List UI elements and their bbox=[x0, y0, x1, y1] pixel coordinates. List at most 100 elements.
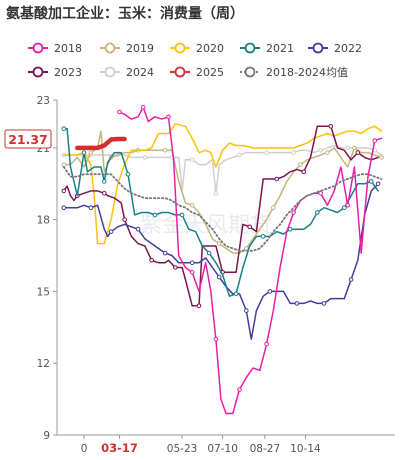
data-point bbox=[271, 205, 276, 210]
data-point bbox=[142, 155, 148, 160]
x-tick-label-current: 03-17 bbox=[101, 441, 138, 455]
data-point bbox=[345, 203, 351, 208]
data-point bbox=[135, 226, 141, 232]
series-line-2022 bbox=[63, 183, 379, 341]
data-point bbox=[379, 155, 384, 160]
legend-item-2018[interactable]: 2018 bbox=[28, 42, 82, 55]
series-line-2018-2024 bbox=[62, 166, 383, 252]
data-point bbox=[260, 234, 266, 239]
series-2023 bbox=[61, 124, 379, 309]
data-point bbox=[355, 150, 361, 155]
data-point bbox=[117, 109, 122, 115]
data-point bbox=[372, 138, 378, 143]
series-line-2021 bbox=[63, 127, 379, 297]
y-tick-label: 12 bbox=[37, 358, 50, 370]
data-point bbox=[189, 203, 195, 208]
data-point bbox=[294, 301, 300, 306]
series-line-2018 bbox=[118, 106, 383, 415]
legend[interactable]: 2018 2019 2020 2021 2022 2023 2024 2025 2018-202… bbox=[28, 42, 362, 79]
legend-marker bbox=[244, 66, 256, 78]
data-point bbox=[318, 148, 323, 153]
data-point bbox=[321, 301, 327, 306]
data-point bbox=[173, 265, 178, 270]
legend-item-2024[interactable]: 2024 bbox=[100, 66, 154, 79]
series-2025 bbox=[75, 136, 127, 151]
data-point bbox=[102, 179, 107, 184]
data-point bbox=[287, 226, 293, 232]
data-point bbox=[140, 104, 146, 110]
data-point bbox=[237, 152, 242, 158]
data-point bbox=[264, 150, 269, 155]
data-point bbox=[149, 258, 154, 263]
latest-value-label: 21.37 bbox=[8, 132, 48, 147]
data-point bbox=[244, 308, 249, 313]
legend-item-2025[interactable]: 2025 bbox=[170, 66, 224, 79]
data-point bbox=[122, 217, 127, 222]
data-point bbox=[61, 188, 67, 194]
legend-label: 2018-2024均值 bbox=[266, 66, 348, 79]
data-point bbox=[369, 179, 374, 184]
data-point bbox=[352, 145, 357, 151]
x-tick-label: 05-23 bbox=[167, 443, 198, 455]
legend-item-2023[interactable]: 2023 bbox=[28, 66, 82, 79]
legend-marker bbox=[104, 66, 116, 78]
x-tick-label: 07-10 bbox=[207, 443, 238, 455]
data-point bbox=[88, 205, 94, 210]
legend-item-2022[interactable]: 2022 bbox=[308, 42, 362, 55]
data-point bbox=[213, 337, 219, 342]
data-point bbox=[264, 341, 269, 347]
data-point bbox=[179, 212, 185, 218]
data-point bbox=[348, 277, 354, 282]
data-point bbox=[166, 114, 171, 120]
data-point bbox=[291, 150, 296, 155]
data-point bbox=[196, 303, 202, 309]
legend-item-2018-2024[interactable]: 2018-2024均值 bbox=[240, 66, 348, 79]
data-point bbox=[108, 229, 114, 234]
data-point bbox=[162, 250, 168, 256]
data-point bbox=[61, 126, 67, 131]
data-point bbox=[318, 191, 323, 196]
latest-value-box bbox=[4, 129, 52, 149]
legend-marker bbox=[32, 42, 44, 54]
legend-label: 2021 bbox=[266, 42, 294, 55]
legend-label: 2018 bbox=[54, 42, 82, 55]
data-point bbox=[189, 157, 195, 163]
data-point bbox=[244, 246, 249, 251]
y-tick-label: 9 bbox=[43, 430, 50, 442]
data-point bbox=[162, 148, 168, 153]
data-point bbox=[189, 260, 195, 266]
legend-item-2021[interactable]: 2021 bbox=[240, 42, 294, 55]
data-point bbox=[291, 210, 296, 215]
series-line-2025 bbox=[75, 136, 127, 151]
data-point bbox=[375, 181, 381, 187]
data-point bbox=[88, 150, 94, 155]
data-point bbox=[216, 274, 222, 280]
legend-marker bbox=[244, 42, 256, 54]
legend-item-2019[interactable]: 2019 bbox=[100, 42, 154, 55]
series-2022 bbox=[61, 181, 381, 341]
data-point bbox=[315, 210, 320, 215]
data-point bbox=[102, 191, 107, 196]
series-2018 bbox=[117, 104, 383, 415]
data-point bbox=[233, 291, 239, 297]
legend-label: 2022 bbox=[334, 42, 362, 55]
x-tick-label: 0 bbox=[81, 443, 88, 455]
legend-marker bbox=[104, 42, 116, 54]
legend-label: 2020 bbox=[196, 42, 224, 55]
data-point bbox=[342, 205, 347, 210]
x-tick-label: 10-14 bbox=[290, 443, 321, 455]
legend-item-2020[interactable]: 2020 bbox=[170, 42, 224, 55]
data-point bbox=[152, 212, 158, 218]
data-point bbox=[267, 289, 273, 294]
legend-label: 2023 bbox=[54, 66, 82, 79]
chart-series bbox=[61, 104, 384, 415]
legend-label: 2019 bbox=[126, 42, 154, 55]
series-2018-2024 bbox=[62, 166, 383, 252]
data-point bbox=[298, 162, 303, 167]
legend-marker bbox=[174, 42, 186, 54]
chart-labels: 21.37 bbox=[4, 129, 52, 149]
legend-marker bbox=[32, 66, 44, 78]
legend-marker bbox=[174, 66, 186, 78]
y-tick-label: 15 bbox=[37, 286, 50, 298]
